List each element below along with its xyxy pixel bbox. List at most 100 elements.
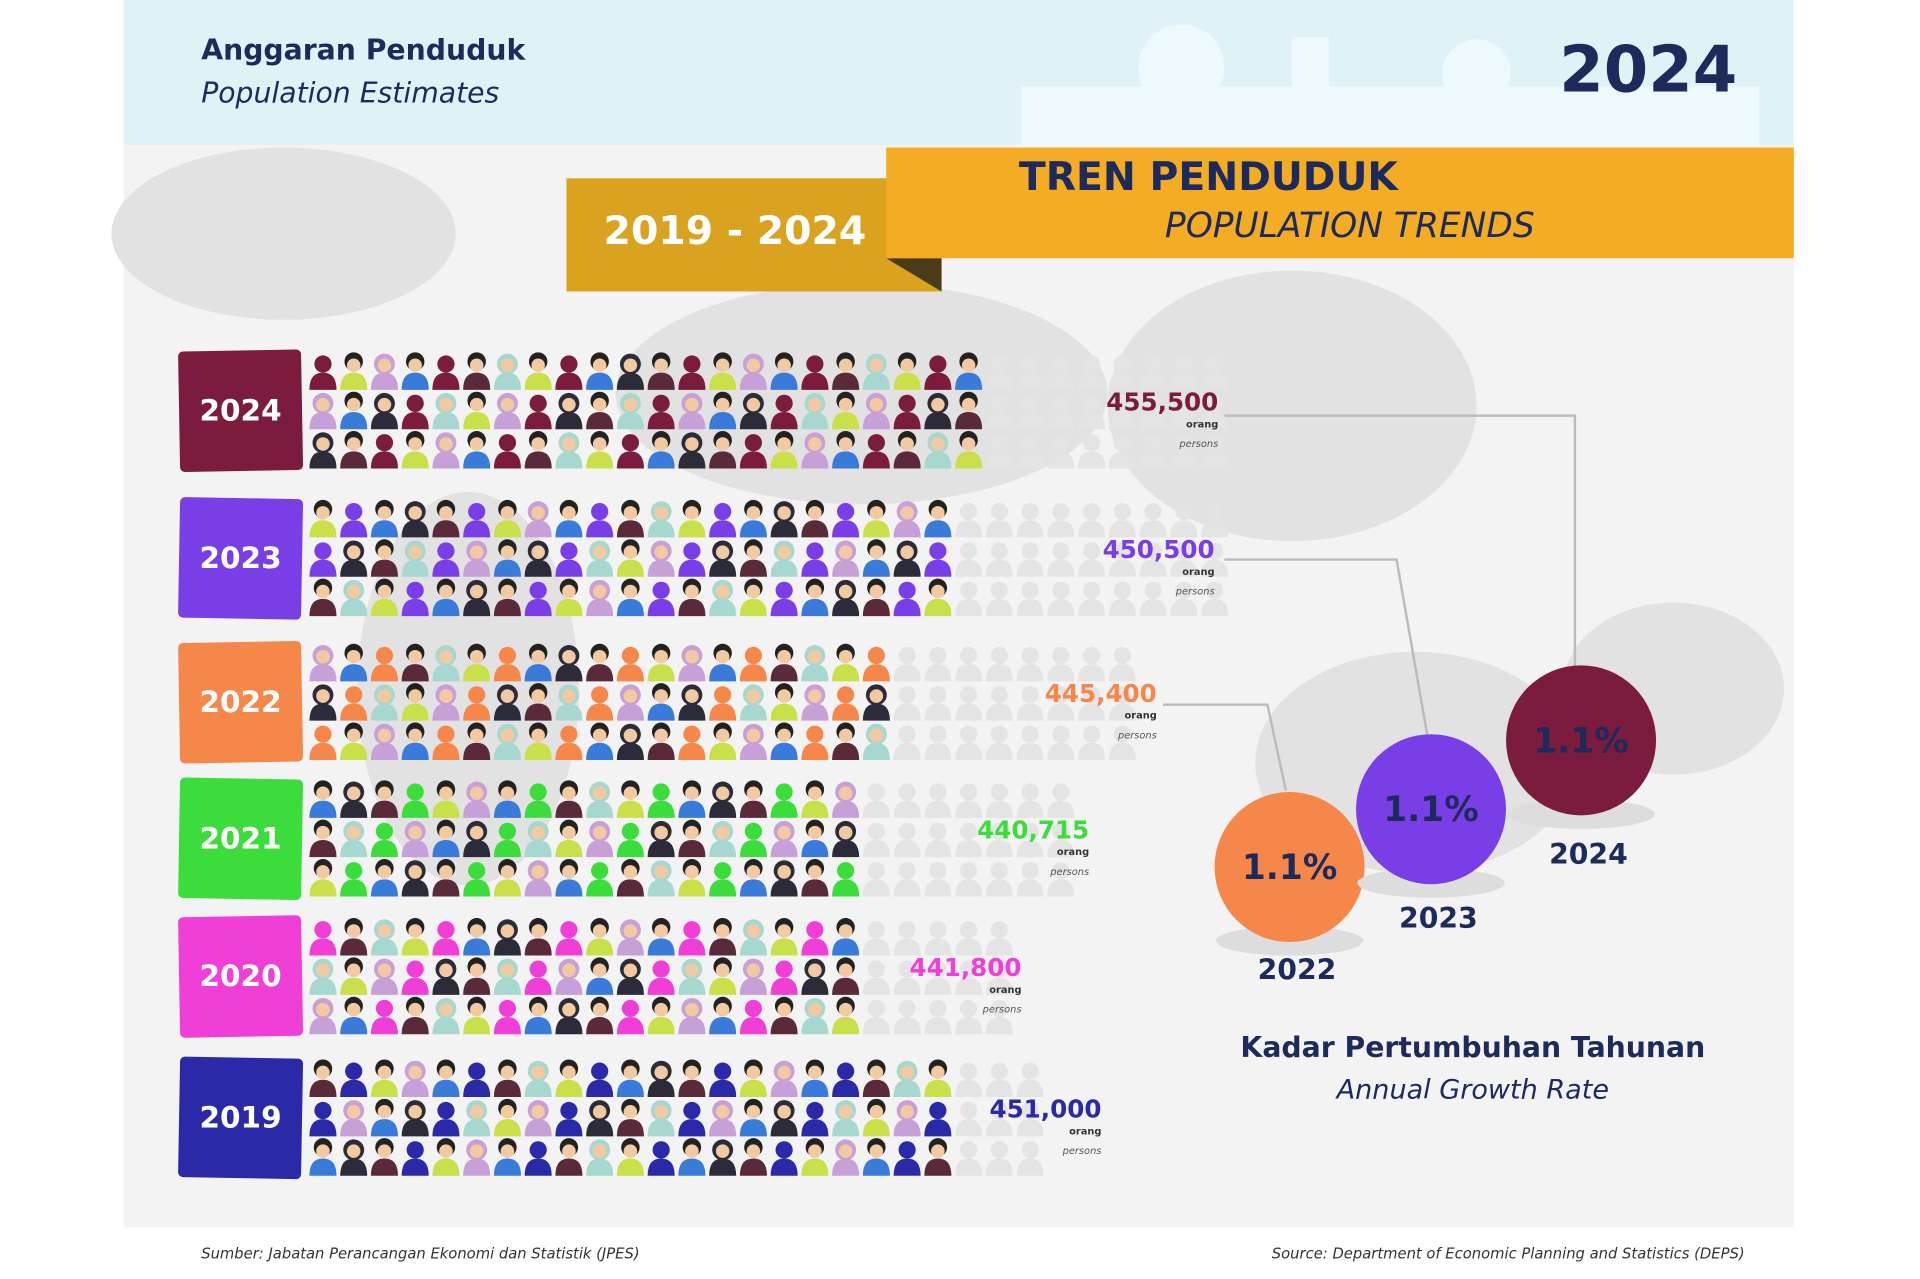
person-head: [990, 581, 1008, 599]
person-face: [838, 1104, 853, 1119]
person-body: [1078, 559, 1106, 577]
person-body: [1108, 559, 1136, 577]
person-body: [1139, 411, 1167, 430]
person-body: [432, 703, 460, 721]
person-body: [493, 1158, 521, 1176]
person-body: [893, 703, 921, 721]
person-head: [591, 1062, 609, 1080]
person-body: [739, 520, 767, 538]
person-face: [377, 689, 392, 703]
person-head: [929, 862, 947, 880]
person-head: [1082, 542, 1101, 560]
person-face: [408, 1065, 422, 1080]
person-body: [524, 1017, 552, 1035]
person-body: [862, 742, 890, 761]
person-face: [869, 397, 884, 412]
person-body: [985, 742, 1013, 761]
person-body: [340, 839, 368, 858]
person-body: [678, 938, 706, 956]
person-head: [314, 1101, 332, 1120]
person-body: [555, 372, 583, 390]
person-head: [1052, 862, 1070, 880]
person-body: [832, 703, 860, 721]
person-face: [377, 1144, 392, 1158]
person-head: [929, 542, 947, 560]
person-face: [623, 506, 638, 520]
year-box: [178, 1056, 304, 1180]
person-body: [555, 520, 583, 538]
person-body: [401, 411, 429, 430]
person-face: [931, 1065, 945, 1080]
person-body: [463, 879, 491, 897]
person-face: [808, 1002, 822, 1017]
person-face: [316, 1144, 330, 1158]
person-face: [439, 1065, 453, 1080]
person-body: [555, 742, 583, 761]
person-face: [377, 358, 392, 373]
person-face: [592, 437, 607, 451]
person-body: [493, 1017, 521, 1035]
person-head: [960, 921, 978, 939]
person-body: [340, 664, 368, 682]
person-body: [801, 977, 829, 995]
year-label: 2022: [200, 685, 282, 719]
person-body: [401, 703, 429, 721]
person-head: [621, 999, 640, 1018]
person-body: [586, 742, 614, 761]
person-body: [955, 411, 983, 430]
person-face: [377, 506, 392, 520]
person-body: [770, 559, 798, 577]
person-body: [739, 1158, 767, 1176]
person-face: [408, 1002, 422, 1017]
person-face: [469, 825, 484, 840]
unit-label-en: persons: [982, 1005, 1022, 1016]
person-body: [586, 598, 614, 617]
person-head: [990, 999, 1008, 1018]
person-body: [678, 703, 706, 721]
person-head: [314, 542, 332, 560]
person-head: [1113, 725, 1131, 743]
person-body: [739, 879, 767, 897]
person-body: [401, 839, 429, 858]
person-body: [985, 559, 1013, 577]
person-face: [777, 506, 791, 520]
person-body: [463, 1017, 491, 1035]
person-face: [316, 963, 330, 978]
person-head: [837, 862, 855, 880]
person-body: [985, 800, 1013, 818]
person-face: [838, 825, 853, 840]
person-face: [746, 963, 761, 978]
person-head: [990, 1141, 1008, 1159]
person-head: [529, 960, 547, 978]
person-head: [960, 646, 978, 665]
person-face: [685, 963, 699, 978]
person-body: [1016, 520, 1044, 538]
person-body: [770, 1079, 798, 1097]
person-body: [340, 879, 368, 897]
person-body: [401, 879, 429, 897]
person-face: [961, 358, 976, 373]
person-face: [685, 1002, 699, 1017]
person-face: [869, 728, 884, 743]
unit-label-en: persons: [1178, 439, 1218, 450]
person-body: [340, 800, 368, 818]
person-body: [985, 664, 1013, 682]
person-head: [990, 1062, 1008, 1080]
person-face: [777, 924, 791, 938]
person-face: [531, 728, 545, 743]
person-body: [801, 800, 829, 818]
person-head: [1021, 581, 1039, 599]
person-body: [586, 800, 614, 818]
population-row: 2023 450,500 orang persons: [178, 497, 1229, 620]
person-face: [808, 786, 822, 800]
person-body: [770, 1158, 798, 1176]
person-face: [900, 1065, 914, 1080]
person-face: [838, 1002, 853, 1017]
person-face: [531, 358, 545, 373]
person-body: [1047, 598, 1075, 617]
person-face: [469, 545, 484, 559]
person-face: [439, 1144, 453, 1158]
person-face: [562, 1144, 576, 1158]
person-face: [746, 358, 761, 373]
person-face: [900, 437, 914, 451]
